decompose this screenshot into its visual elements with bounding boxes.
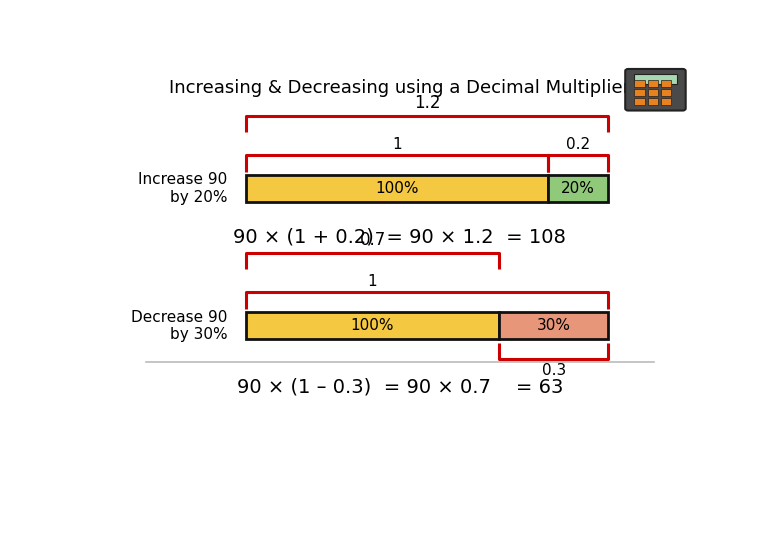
Text: Increase 90
by 20%: Increase 90 by 20% — [138, 172, 228, 205]
Text: 30%: 30% — [537, 318, 571, 333]
Bar — [634, 89, 644, 96]
Bar — [246, 175, 548, 202]
Text: 1.2: 1.2 — [413, 94, 440, 112]
Bar — [661, 89, 671, 96]
Text: 90 × (1 + 0.2)  = 90 × 1.2  = 108: 90 × (1 + 0.2) = 90 × 1.2 = 108 — [233, 228, 566, 247]
Text: Increasing & Decreasing using a Decimal Multiplier: Increasing & Decreasing using a Decimal … — [169, 79, 630, 97]
Text: 0.3: 0.3 — [542, 363, 566, 379]
Text: 100%: 100% — [375, 181, 418, 196]
Bar — [661, 80, 671, 87]
Bar — [548, 175, 608, 202]
Text: 1: 1 — [367, 274, 378, 289]
Text: Decrease 90
by 30%: Decrease 90 by 30% — [131, 309, 228, 342]
Text: 90 × (1 – 0.3)  = 90 × 0.7    = 63: 90 × (1 – 0.3) = 90 × 0.7 = 63 — [236, 377, 563, 396]
FancyBboxPatch shape — [626, 69, 686, 111]
Text: 0.7: 0.7 — [360, 232, 385, 249]
Bar — [634, 75, 676, 84]
Bar — [647, 80, 658, 87]
Bar — [499, 312, 608, 339]
Bar — [246, 312, 499, 339]
Text: 1: 1 — [392, 137, 402, 152]
Bar — [634, 98, 644, 105]
Text: 0.2: 0.2 — [566, 137, 590, 152]
Bar — [647, 98, 658, 105]
Bar — [661, 98, 671, 105]
Text: 100%: 100% — [351, 318, 395, 333]
Text: 20%: 20% — [561, 181, 595, 196]
Bar — [647, 89, 658, 96]
Bar — [634, 80, 644, 87]
